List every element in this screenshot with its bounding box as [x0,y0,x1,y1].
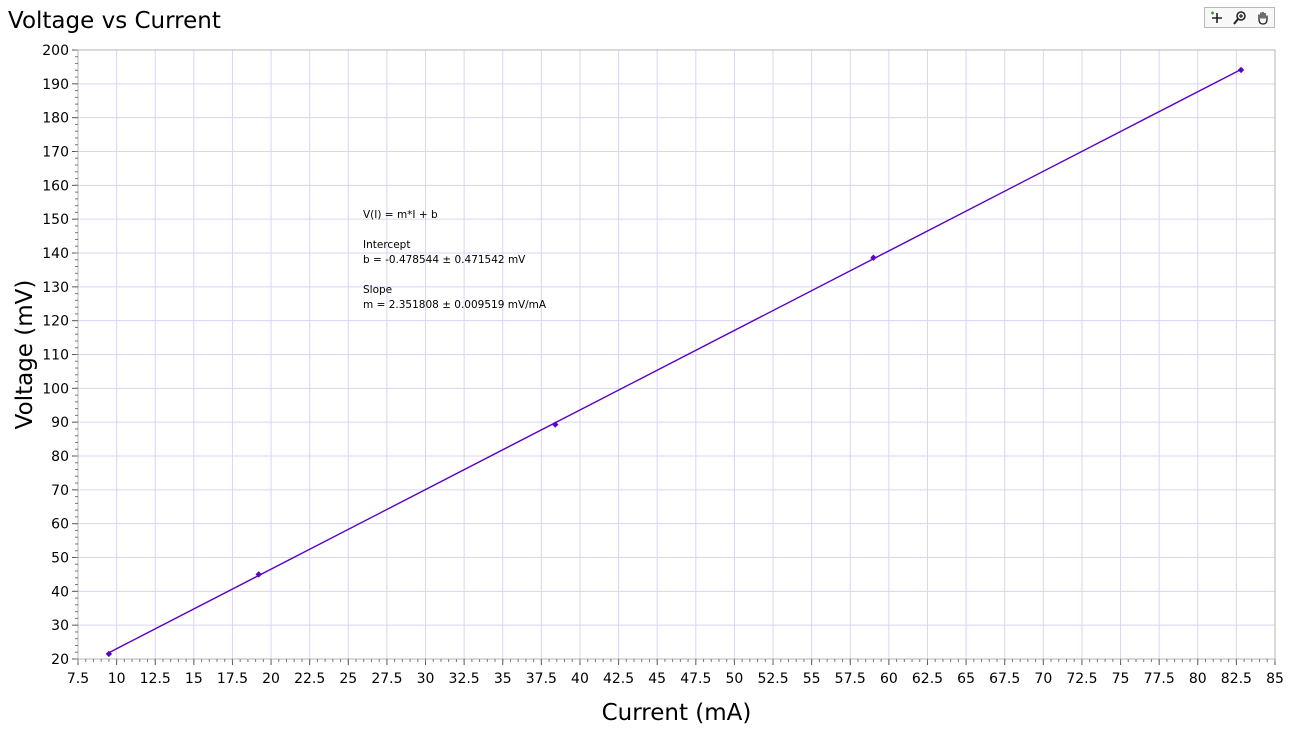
graph-toolbar [1204,7,1275,28]
x-tick-label: 40 [571,671,589,687]
y-tick-label: 170 [42,145,69,161]
y-axis-label: Voltage (mV) [12,280,38,430]
y-tick-label: 140 [42,246,69,262]
x-tick-label: 50 [726,671,744,687]
y-tick-label: 200 [42,43,69,59]
x-tick-label: 45 [648,671,666,687]
x-tick-label: 12.5 [140,671,171,687]
x-tick-label: 37.5 [526,671,557,687]
y-tick-label: 70 [51,483,69,499]
fit-annotation: V(I) = m*I + b Intercept b = -0.478544 ±… [363,208,546,313]
x-axis-label: Current (mA) [602,700,752,726]
slope-label: Slope [363,284,393,296]
x-tick-label: 17.5 [217,671,248,687]
data-point [255,571,262,578]
x-tick-label: 22.5 [294,671,325,687]
chart-title: Voltage vs Current [8,8,221,34]
x-tick-label: 80 [1189,671,1207,687]
y-tick-label: 100 [42,381,69,397]
intercept-label: Intercept [363,239,411,251]
x-tick-label: 72.5 [1066,671,1097,687]
x-tick-label: 70 [1034,671,1052,687]
x-tick-label: 82.5 [1221,671,1252,687]
y-tick-label: 40 [51,584,69,600]
x-tick-label: 55 [803,671,821,687]
x-tick-label: 62.5 [912,671,943,687]
y-tick-label: 20 [51,652,69,668]
grid-lines [77,49,1276,660]
pan-hand-icon[interactable] [1254,10,1272,26]
y-tick-label: 30 [51,618,69,634]
fit-line [108,68,1242,654]
intercept-value: b = -0.478544 ± 0.471542 mV [363,254,526,266]
y-tick-label: 180 [42,111,69,127]
y-tick-label: 50 [51,551,69,567]
slope-value: m = 2.351808 ± 0.009519 mV/mA [363,299,547,311]
y-tick-label: 160 [42,178,69,194]
y-tick-label: 150 [42,212,69,228]
x-tick-label: 42.5 [603,671,634,687]
x-tick-label: 10 [108,671,126,687]
x-tick-label: 60 [880,671,898,687]
y-tick-label: 190 [42,77,69,93]
y-tick-label: 130 [42,280,69,296]
data-point [1237,66,1245,74]
zoom-magnifier-icon[interactable] [1231,10,1249,26]
x-tick-label: 75 [1112,671,1130,687]
x-tick-label: 67.5 [989,671,1020,687]
y-tick-label: 60 [51,517,69,533]
fit-line-group [108,68,1242,654]
x-tick-label: 25 [339,671,357,687]
x-tick-label: 52.5 [757,671,788,687]
x-tick-label: 65 [957,671,975,687]
data-point [870,254,877,261]
x-tick-label: 15 [185,671,203,687]
y-tick-label: 110 [42,348,69,364]
x-tick-label: 7.5 [67,671,89,687]
y-tick-label: 80 [51,449,69,465]
zoom-crosshair-icon[interactable] [1208,10,1226,26]
fit-equation: V(I) = m*I + b [363,209,438,221]
x-tick-label: 35 [494,671,512,687]
x-tick-label: 32.5 [449,671,480,687]
x-tick-label: 77.5 [1144,671,1175,687]
x-tick-label: 30 [417,671,435,687]
x-tick-label: 85 [1266,671,1284,687]
x-tick-label: 27.5 [371,671,402,687]
x-tick-label: 57.5 [835,671,866,687]
axes: 7.5 10 12.5 15 17.5 20 22.5 25 27.5 30 32.5 35 37.5 4… [42,43,1284,687]
data-points [105,66,1245,658]
data-point [552,421,559,428]
x-tick-label: 47.5 [680,671,711,687]
data-point [105,650,113,658]
x-tick-label: 20 [262,671,280,687]
y-tick-label: 90 [51,415,69,431]
y-tick-label: 120 [42,314,69,330]
